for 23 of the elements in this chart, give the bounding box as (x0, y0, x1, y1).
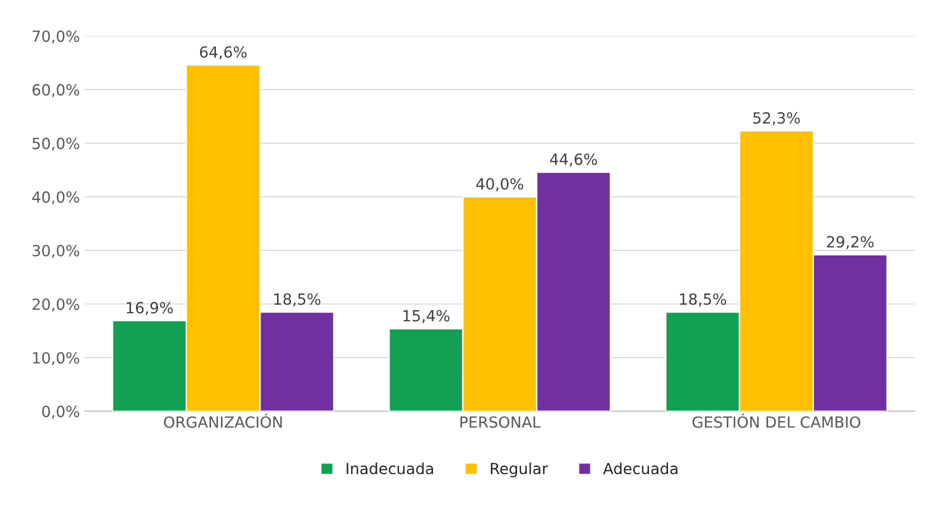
legend-label: Regular (490, 462, 548, 478)
data-label: 40,0% (476, 178, 524, 192)
legend-label: Inadecuada (346, 462, 434, 474)
x-tick-label: ORGANIZACIÓN (164, 414, 282, 428)
data-label: 15,4% (403, 310, 450, 324)
y-tick-label: 60,0% (32, 84, 80, 98)
x-tick-label: GESTIÓN DEL CAMBIO (692, 414, 860, 428)
y-tick-label: 20,0% (32, 298, 80, 312)
data-label: 64,6% (200, 46, 247, 60)
y-tick-label: 0,0% (42, 406, 80, 419)
x-tick-label: PERSONAL (460, 416, 541, 428)
y-tick-label: 50,0% (32, 138, 80, 151)
data-label: 29,2% (827, 236, 874, 250)
y-tick-label: 30,0% (32, 244, 80, 258)
data-label: 18,5% (274, 293, 320, 306)
legend-label: Adecuada (603, 462, 678, 474)
y-tick-label: 70,0% (32, 30, 80, 44)
y-tick-label: 40,0% (32, 191, 80, 204)
data-label: 16,9% (126, 302, 173, 316)
data-label: 44,6% (550, 153, 597, 167)
data-label: 18,5% (680, 293, 726, 306)
y-tick-label: 10,0% (33, 352, 80, 366)
data-label: 52,3% (753, 112, 800, 126)
